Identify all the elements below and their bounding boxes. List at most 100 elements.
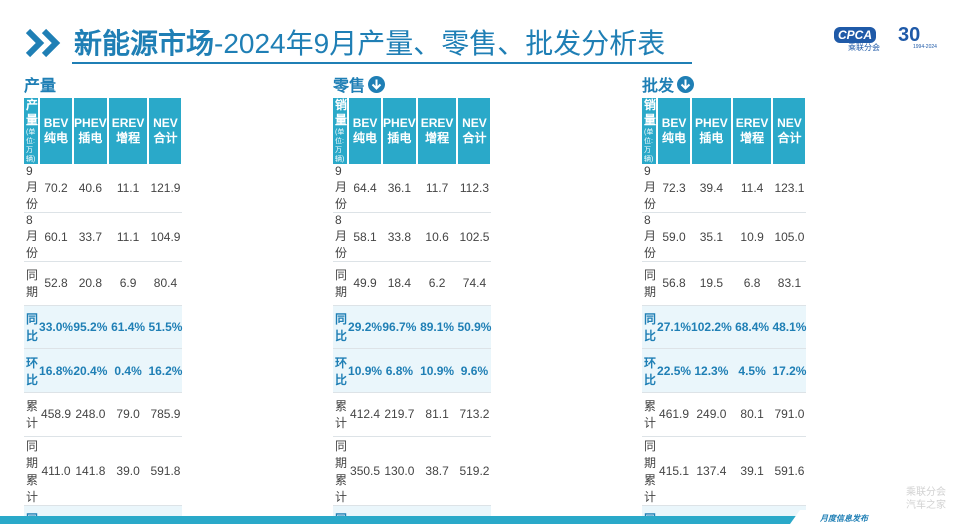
row-label: 同比 — [333, 305, 349, 350]
row-label: 同期累计 — [642, 436, 658, 506]
cell-value: 130.0 — [382, 436, 417, 506]
cell-value: 20.8 — [73, 261, 108, 306]
section-title: 零售 — [333, 72, 386, 96]
cell-value: 40.6 — [73, 164, 108, 213]
row-label: 同期累计 — [24, 436, 40, 506]
row-label: 累计 — [333, 392, 349, 437]
unit-label: (单位: 万辆) — [26, 129, 36, 163]
cell-value: 6.8% — [382, 348, 417, 394]
row-label: 同期 — [642, 261, 658, 306]
cell-value: 39.4 — [691, 164, 732, 213]
table-row: 同期累计 411.0 141.8 39.0 591.8 — [24, 436, 183, 506]
column-header-code: EREV — [420, 116, 454, 130]
column-header-code: NEV — [462, 116, 487, 130]
cell-value: 519.2 — [457, 436, 492, 506]
cell-value: 68.4% — [731, 305, 773, 350]
cell-value: 70.2 — [39, 164, 74, 213]
cell-value: 20.4% — [73, 348, 108, 394]
column-header-code: NEV — [153, 116, 178, 130]
table-row: 累计 461.9 249.0 80.1 791.0 — [642, 392, 807, 437]
cell-value: 6.8 — [731, 261, 773, 306]
cell-value: 79.0 — [107, 392, 149, 437]
column-header-code: BEV — [661, 116, 687, 130]
cell-value: 16.8% — [39, 348, 74, 394]
table-row: 9月份 64.4 36.1 11.7 112.3 — [333, 164, 492, 213]
corner-watermark-line2: 汽车之家 — [906, 500, 946, 511]
row-label: 累计 — [642, 392, 658, 437]
row-label: 8月份 — [642, 212, 658, 262]
data-table: 产量 (单位: 万辆) BEV 纯电 PHEV 插电 EREV 增程 NEV 合计 9月份 70.2 4… — [24, 98, 184, 524]
cpca-logo-sub: 乘联分会 — [848, 43, 880, 52]
cell-value: 411.0 — [39, 436, 74, 506]
row-label: 环比 — [333, 348, 349, 394]
cell-value: 96.7% — [382, 305, 417, 350]
page-title: 新能源市场-2024年9月产量、零售、批发分析表 — [74, 22, 665, 62]
row-label: 同期累计 — [333, 436, 349, 506]
cell-value: 48.1% — [772, 305, 807, 350]
corner-watermark-line1: 乘联分会 — [906, 487, 946, 498]
anniversary-logo: 30 — [898, 24, 921, 46]
table-row: 8月份 59.0 35.1 10.9 105.0 — [642, 212, 807, 262]
cell-value: 249.0 — [691, 392, 732, 437]
column-header: PHEV 插电 — [73, 98, 109, 164]
column-header-code: PHEV — [74, 116, 107, 130]
cell-value: 59.0 — [657, 212, 692, 262]
cell-value: 29.2% — [348, 305, 383, 350]
column-header-sub: 纯电 — [662, 131, 687, 145]
section-title-text: 零售 — [333, 78, 366, 95]
cell-value: 11.1 — [107, 164, 149, 213]
row-label: 同期 — [24, 261, 40, 306]
column-header-sub: 合计 — [777, 131, 802, 145]
cell-value: 74.4 — [457, 261, 492, 306]
cell-value: 0.4% — [107, 348, 149, 394]
cell-value: 27.1% — [657, 305, 692, 350]
cell-value: 10.9 — [731, 212, 773, 262]
cell-value: 49.9 — [348, 261, 383, 306]
table-row: 9月份 72.3 39.4 11.4 123.1 — [642, 164, 807, 213]
cell-value: 137.4 — [691, 436, 732, 506]
down-arrow-icon — [677, 75, 695, 93]
table-row: 环比 16.8% 20.4% 0.4% 16.2% — [24, 348, 183, 394]
cell-value: 11.4 — [731, 164, 773, 213]
cell-value: 33.8 — [382, 212, 417, 262]
cell-value: 36.1 — [382, 164, 417, 213]
cell-value: 791.0 — [772, 392, 807, 437]
table-row: 8月份 58.1 33.8 10.6 102.5 — [333, 212, 492, 262]
footer-text: 月度信息发布 — [820, 514, 868, 523]
table-row: 累计 458.9 248.0 79.0 785.9 — [24, 392, 183, 437]
cell-value: 10.9% — [348, 348, 383, 394]
down-arrow-icon — [368, 75, 386, 93]
cell-value: 102.5 — [457, 212, 492, 262]
cell-value: 102.2% — [691, 305, 732, 350]
cell-value: 415.1 — [657, 436, 692, 506]
cell-value: 72.3 — [657, 164, 692, 213]
column-header-sub: 插电 — [699, 131, 724, 145]
column-header-sub: 插电 — [387, 131, 412, 145]
column-header: BEV 纯电 — [348, 98, 384, 164]
cell-value: 16.2% — [148, 348, 183, 394]
cell-value: 461.9 — [657, 392, 692, 437]
cell-value: 713.2 — [457, 392, 492, 437]
cell-value: 105.0 — [772, 212, 807, 262]
column-header-code: EREV — [111, 116, 145, 130]
cell-value: 89.1% — [416, 305, 458, 350]
anniversary-logo-sub: 1994-2024 — [913, 44, 937, 50]
cell-value: 12.3% — [691, 348, 732, 394]
cell-value: 19.5 — [691, 261, 732, 306]
column-header-code: NEV — [777, 116, 802, 130]
cell-value: 6.9 — [107, 261, 149, 306]
cell-value: 56.8 — [657, 261, 692, 306]
cell-value: 80.4 — [148, 261, 183, 306]
cell-value: 95.2% — [73, 305, 108, 350]
table-row: 同期累计 415.1 137.4 39.1 591.6 — [642, 436, 807, 506]
cell-value: 39.0 — [107, 436, 149, 506]
cell-value: 9.6% — [457, 348, 492, 394]
cpca-logo: CPCA — [834, 27, 877, 43]
column-header-sub: 插电 — [78, 131, 103, 145]
table-row: 同比 29.2% 96.7% 89.1% 50.9% — [333, 305, 492, 350]
column-header-code: BEV — [352, 116, 378, 130]
table-row: 环比 10.9% 6.8% 10.9% 9.6% — [333, 348, 492, 394]
column-header-sub: 纯电 — [353, 131, 378, 145]
cell-value: 112.3 — [457, 164, 492, 213]
table-row: 同期 56.8 19.5 6.8 83.1 — [642, 261, 807, 306]
